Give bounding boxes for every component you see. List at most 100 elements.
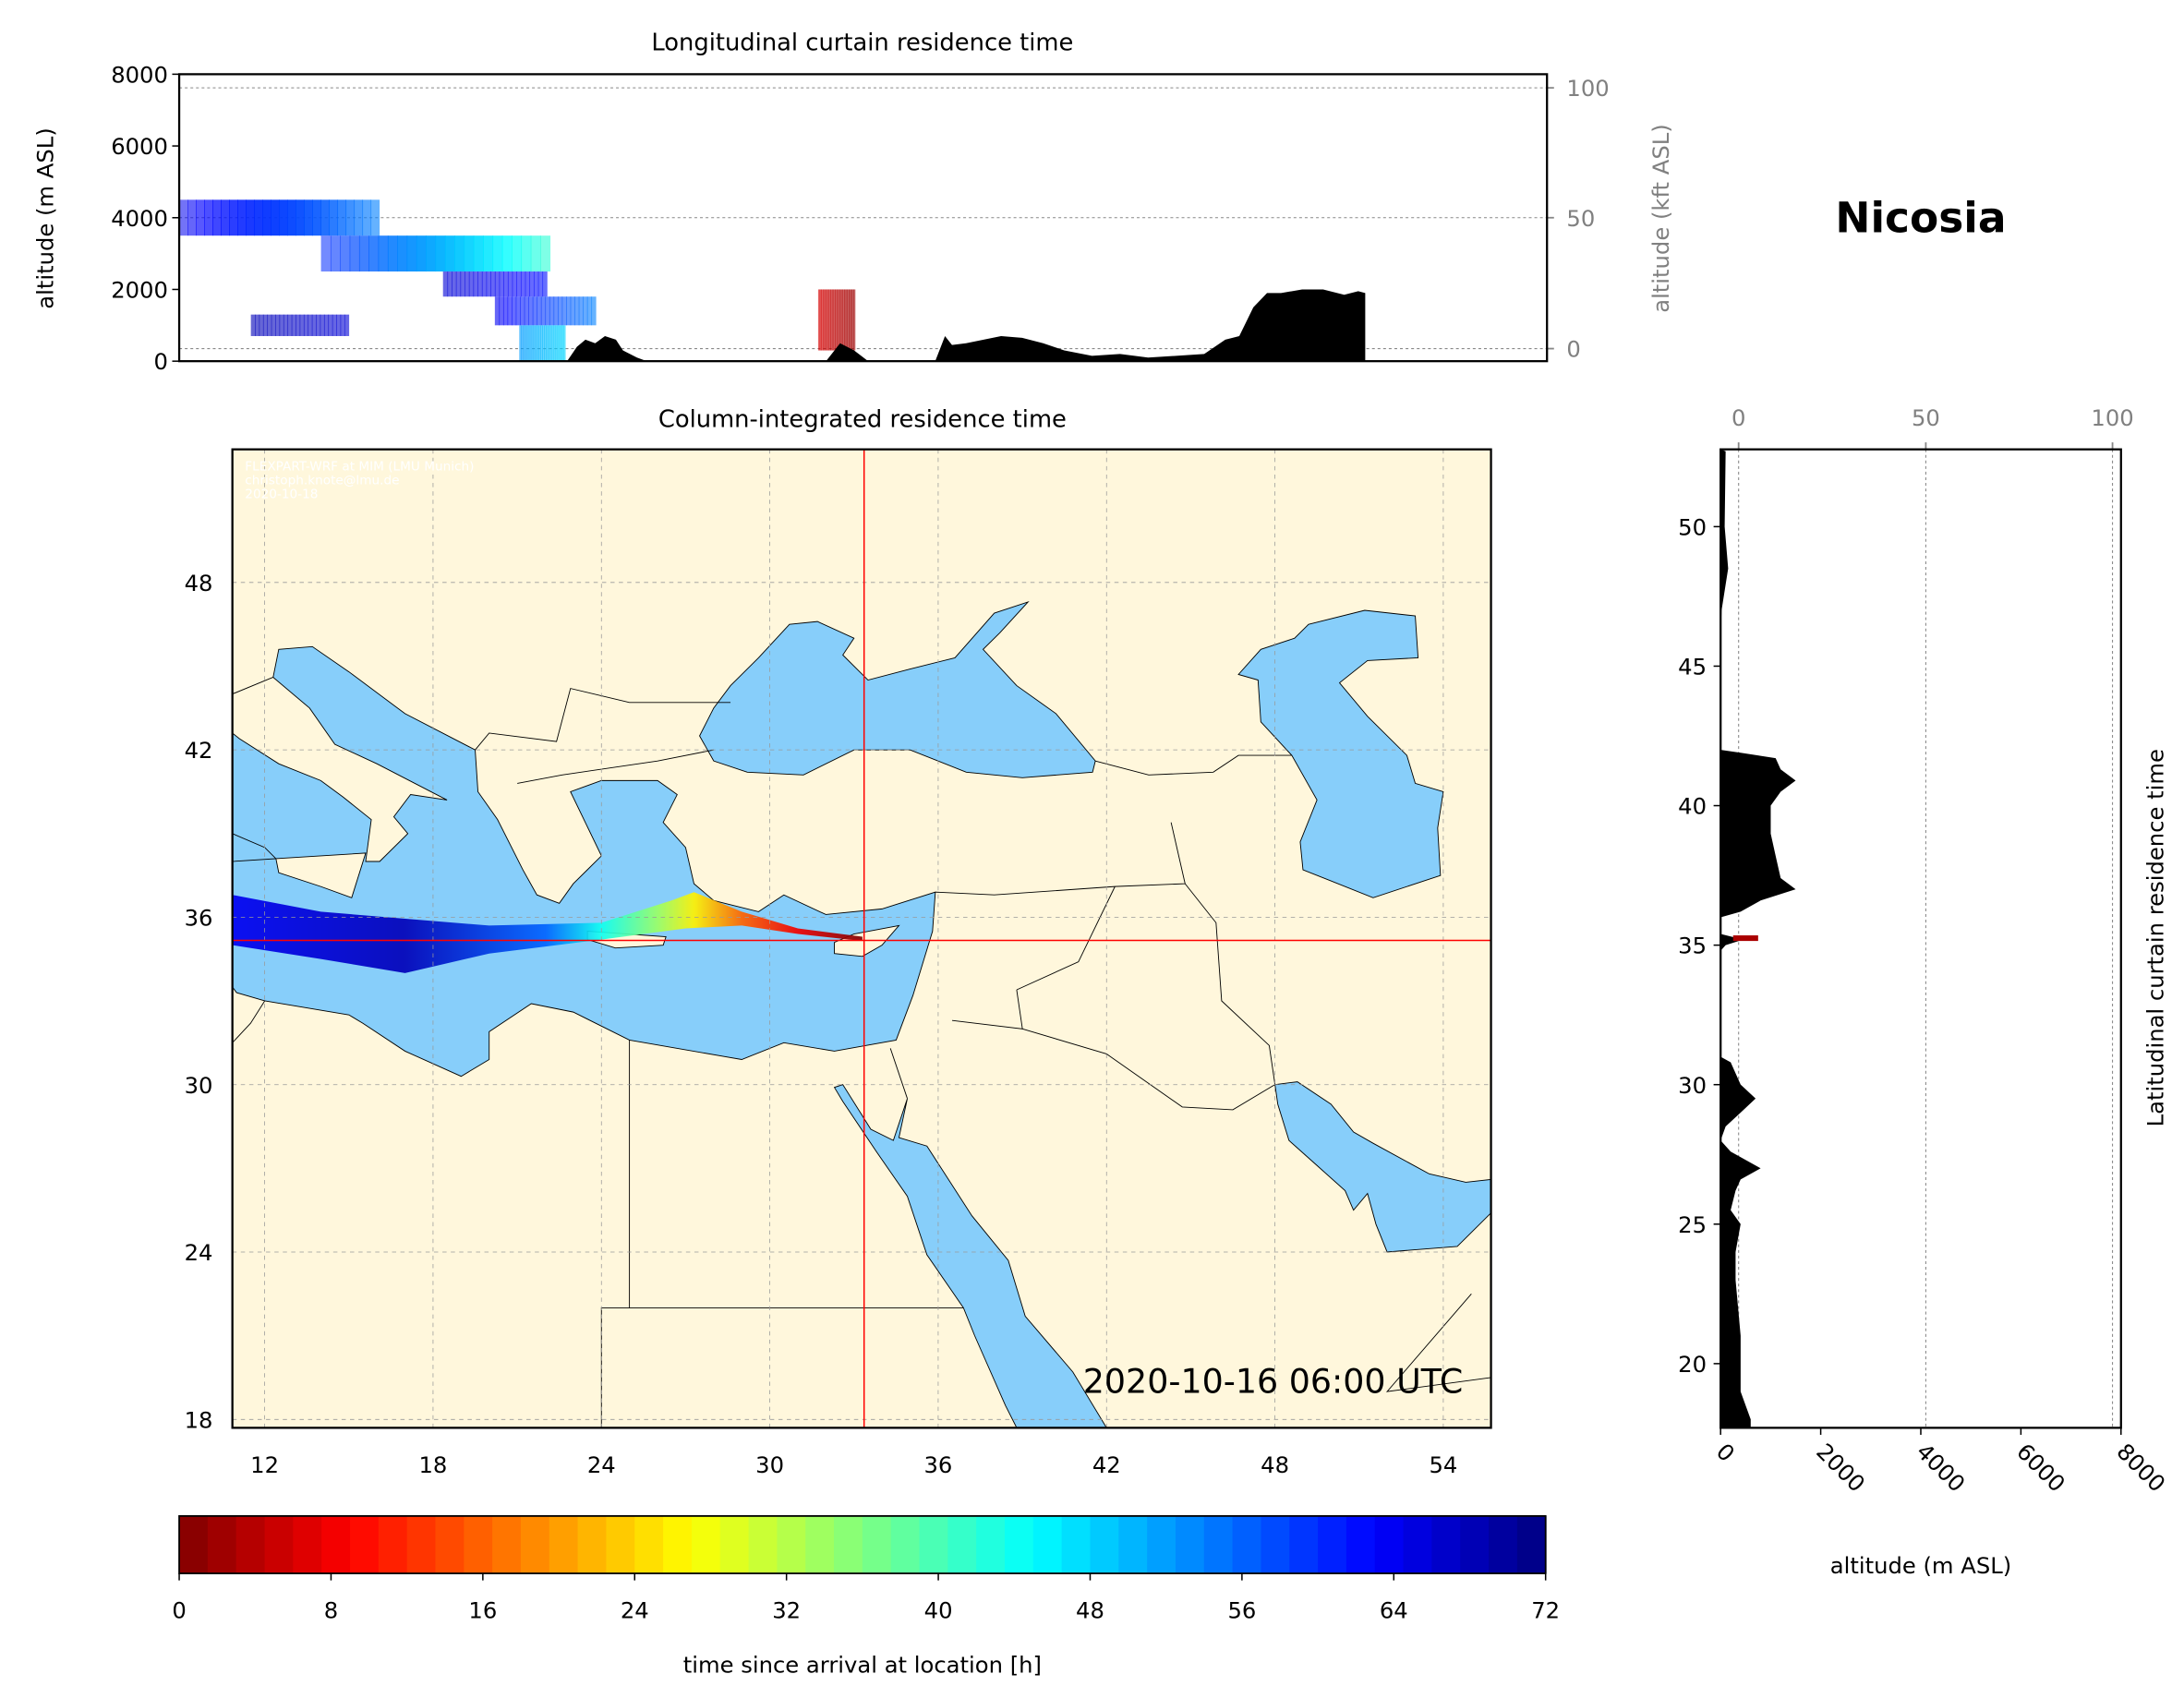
credit-text: christoph.knote@lmu.de	[245, 474, 399, 488]
residence-cell	[308, 314, 313, 336]
right-top-tick-label: 100	[2091, 404, 2133, 431]
map-x-tick-label: 54	[1429, 1451, 1457, 1478]
country-border	[475, 688, 731, 751]
right-x-tick-label: 0	[1711, 1438, 1740, 1466]
top-y-tick-label: 0	[153, 348, 167, 375]
residence-cell	[460, 271, 465, 297]
residence-cell	[345, 199, 356, 236]
residence-cell	[337, 199, 347, 236]
residence-cell	[530, 235, 541, 272]
colorbar-segment	[890, 1515, 921, 1574]
map-x-tick-label: 30	[755, 1451, 784, 1478]
residence-cell	[512, 271, 518, 297]
italy-land	[232, 676, 448, 862]
residence-cell	[523, 325, 526, 362]
map-x-tick-label: 12	[250, 1451, 279, 1478]
colorbar-segment	[207, 1515, 237, 1574]
residence-cell	[847, 289, 850, 351]
colorbar-tick-label: 32	[772, 1597, 801, 1624]
residence-cell	[521, 325, 525, 362]
residence-cell	[492, 235, 503, 272]
residence-cell	[323, 314, 330, 336]
residence-cell	[287, 314, 293, 336]
colorbar-segment	[406, 1515, 437, 1574]
colorbar-segment	[1261, 1515, 1291, 1574]
residence-cell	[562, 325, 566, 362]
residence-cell	[271, 199, 280, 236]
credit-text: 2020-10-18	[245, 488, 318, 502]
residence-cell	[548, 325, 551, 362]
residence-cell	[591, 296, 597, 326]
residence-cell	[553, 325, 557, 362]
residence-cell	[349, 235, 360, 272]
residence-cell	[553, 296, 559, 326]
residence-cell	[551, 325, 555, 362]
residence-cell	[826, 289, 828, 351]
colorbar-segment	[350, 1515, 380, 1574]
right-y-tick-label: 50	[1678, 513, 1707, 540]
colorbar-segment	[777, 1515, 807, 1574]
residence-cell	[828, 289, 831, 351]
map-y-tick-label: 42	[185, 737, 213, 764]
top-y-tick-label: 8000	[111, 61, 168, 88]
residence-cell	[536, 325, 539, 362]
colorbar-segment	[464, 1515, 494, 1574]
residence-cell	[344, 314, 350, 336]
residence-cell	[539, 235, 551, 272]
right-top-tick-label: 50	[1912, 404, 1940, 431]
residence-cell	[549, 296, 555, 326]
top-y-tick-label: 6000	[111, 133, 168, 160]
country-border	[889, 1048, 908, 1099]
map-y-tick-label: 24	[185, 1239, 213, 1266]
top-terrain-profile	[567, 289, 1366, 362]
residence-cell	[827, 289, 830, 351]
colorbar-segment	[520, 1515, 550, 1574]
country-border	[1184, 883, 1276, 1085]
top-y-axis-right-label: altitude (kft ASL)	[1647, 124, 1674, 313]
residence-cell	[528, 296, 534, 326]
residence-cell	[358, 235, 369, 272]
residence-cell	[842, 289, 845, 351]
residence-cell	[426, 235, 437, 272]
residence-cell	[501, 235, 513, 272]
residence-cell	[303, 314, 309, 336]
credit-text: FLEXPART-WRF at MIM (LMU Munich)	[245, 459, 474, 474]
residence-cell	[559, 325, 562, 362]
residence-cell	[817, 289, 821, 351]
residence-cell	[578, 296, 584, 326]
residence-cell	[499, 271, 504, 297]
residence-cell	[370, 199, 380, 236]
residence-cell	[304, 199, 314, 236]
colorbar-segment	[1403, 1515, 1433, 1574]
residence-cell	[287, 199, 296, 236]
colorbar-segment	[1005, 1515, 1034, 1574]
colorbar-segment	[1374, 1515, 1405, 1574]
map-title: Column-integrated residence time	[658, 405, 1067, 433]
residence-cell	[486, 271, 491, 297]
colorbar-segment	[321, 1515, 351, 1574]
residence-cell	[262, 199, 271, 236]
colorbar-tick-label: 64	[1380, 1597, 1408, 1624]
residence-cell	[839, 289, 842, 351]
residence-cell	[283, 314, 289, 336]
colorbar-tick-label: 0	[172, 1597, 186, 1624]
colorbar-segment	[748, 1515, 778, 1574]
residence-cell	[539, 325, 543, 362]
residence-cell	[570, 296, 575, 326]
residence-cell	[250, 314, 256, 336]
residence-cell	[540, 296, 547, 326]
residence-cell	[262, 314, 269, 336]
map-y-tick-label: 48	[185, 570, 213, 596]
residence-cell	[340, 235, 351, 272]
colorbar-segment	[834, 1515, 863, 1574]
colorbar-segment	[1061, 1515, 1092, 1574]
residence-cell	[507, 271, 513, 297]
colorbar-tick-label: 48	[1076, 1597, 1104, 1624]
residence-cell	[544, 325, 547, 362]
right-x-tick-label: 8000	[2111, 1438, 2170, 1497]
colorbar-segment	[634, 1515, 665, 1574]
right-y-tick-label: 45	[1678, 654, 1707, 680]
residence-cell	[328, 314, 333, 336]
country-border	[1016, 885, 1116, 991]
colorbar-segment	[1345, 1515, 1376, 1574]
